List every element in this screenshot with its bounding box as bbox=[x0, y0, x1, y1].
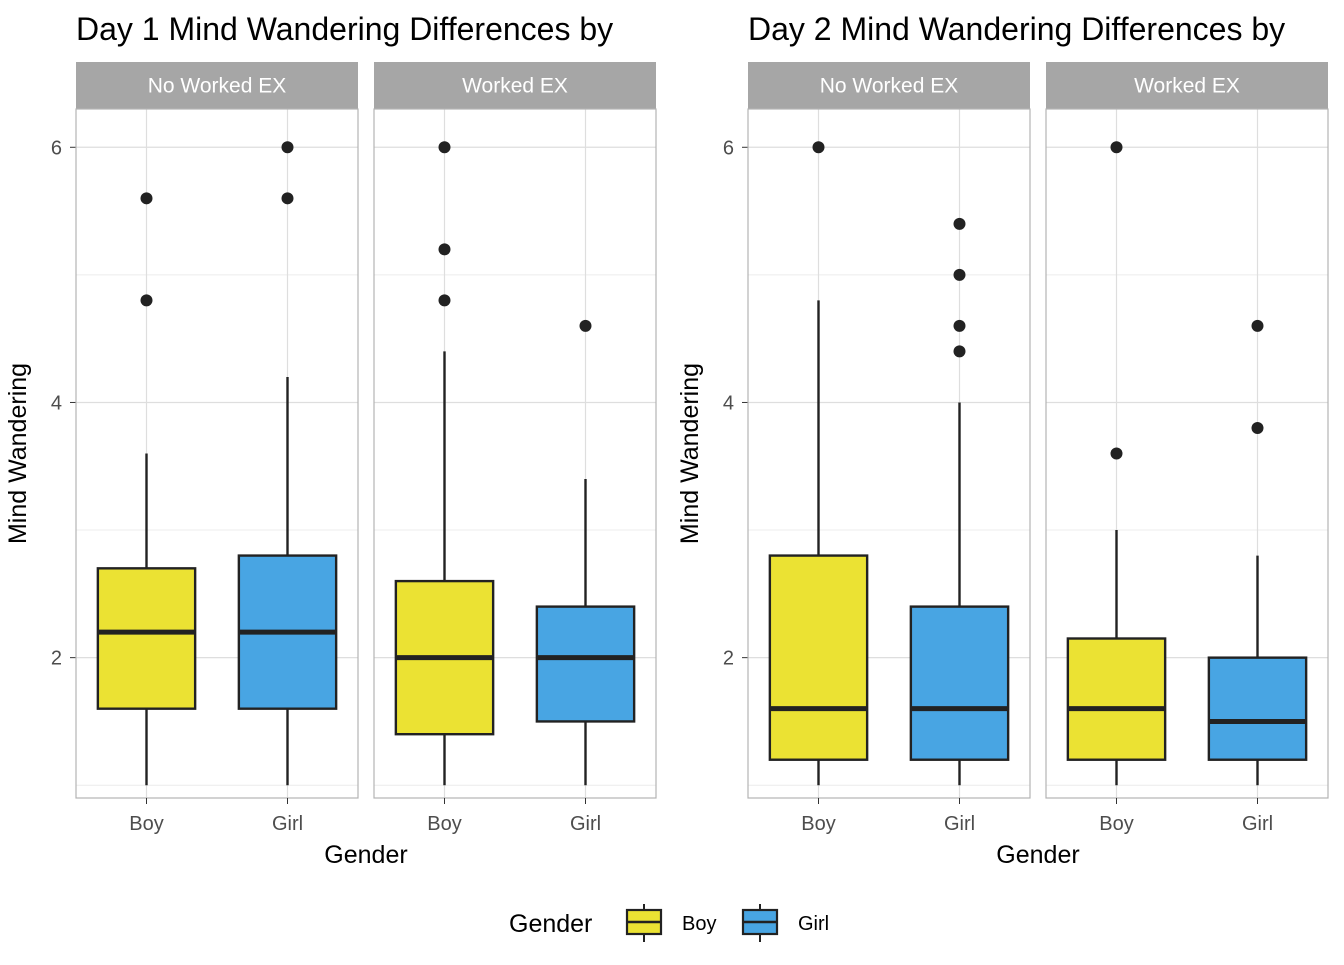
y-tick-label: 6 bbox=[723, 137, 734, 159]
box-iqr bbox=[768, 554, 869, 761]
boxplot-boy bbox=[768, 141, 869, 786]
facet-strip-label: Worked EX bbox=[462, 75, 568, 98]
x-tick-label: Girl bbox=[944, 813, 975, 835]
y-axis-title: Mind Wandering bbox=[4, 363, 32, 544]
panel-border bbox=[1045, 108, 1329, 799]
boxplot-boy bbox=[394, 141, 495, 786]
y-axis-title: Mind Wandering bbox=[676, 363, 704, 544]
x-tick-label: Boy bbox=[129, 813, 163, 835]
x-tick-label: Girl bbox=[570, 813, 601, 835]
boxplot-girl bbox=[535, 319, 636, 786]
outlier-point bbox=[953, 319, 966, 332]
boxplot-boy bbox=[96, 192, 197, 786]
chart-title: Day 2 Mind Wandering Differences by bbox=[748, 11, 1285, 47]
facet-strip-label: No Worked EX bbox=[820, 75, 959, 98]
facet-strip bbox=[1046, 62, 1328, 109]
x-tick-label: Boy bbox=[427, 813, 461, 835]
outlier-point bbox=[438, 294, 451, 307]
panel-border bbox=[373, 108, 657, 799]
legend-label: Girl bbox=[798, 913, 829, 935]
outlier-point bbox=[1251, 421, 1264, 434]
outlier-point bbox=[281, 141, 294, 154]
panel-border bbox=[747, 108, 1031, 799]
legend-item-girl: Girl bbox=[741, 904, 829, 942]
legend-label: Boy bbox=[682, 913, 716, 935]
x-tick-label: Boy bbox=[801, 813, 835, 835]
outlier-point bbox=[953, 345, 966, 358]
facet-strip bbox=[748, 62, 1030, 109]
outlier-point bbox=[812, 141, 825, 154]
y-tick-label: 2 bbox=[723, 648, 734, 670]
y-tick-label: 4 bbox=[723, 392, 734, 414]
outlier-point bbox=[438, 243, 451, 256]
box-iqr bbox=[909, 605, 1010, 761]
chart-title: Day 1 Mind Wandering Differences by bbox=[76, 11, 613, 47]
facet-strip bbox=[76, 62, 358, 109]
outlier-point bbox=[579, 319, 592, 332]
facet-strip-label: No Worked EX bbox=[148, 75, 287, 98]
box-iqr bbox=[1066, 637, 1167, 761]
boxplot-girl bbox=[237, 141, 338, 786]
outlier-point bbox=[953, 268, 966, 281]
boxplot-girl bbox=[909, 217, 1010, 786]
facet-panel: No Worked EX Boy Girl bbox=[747, 62, 1031, 835]
facet-panel: Worked EX Boy Girl bbox=[1045, 62, 1329, 835]
legend-title: Gender bbox=[509, 910, 592, 938]
outlier-point bbox=[140, 192, 153, 205]
facet-panel: No Worked EX Boy Girl bbox=[75, 62, 359, 835]
y-tick-label: 6 bbox=[51, 137, 62, 159]
x-tick-label: Boy bbox=[1099, 813, 1133, 835]
outlier-point bbox=[281, 192, 294, 205]
x-axis-title: Gender bbox=[996, 841, 1079, 869]
outlier-point bbox=[953, 217, 966, 230]
boxplot-boy bbox=[1066, 141, 1167, 786]
outlier-point bbox=[1251, 319, 1264, 332]
panel-border bbox=[75, 108, 359, 799]
x-tick-label: Girl bbox=[1242, 813, 1273, 835]
x-tick-label: Girl bbox=[272, 813, 303, 835]
y-tick-label: 4 bbox=[51, 392, 62, 414]
outlier-point bbox=[1110, 141, 1123, 154]
box-iqr bbox=[1207, 656, 1308, 761]
legend: Gender Boy Girl bbox=[509, 904, 829, 942]
boxplot-girl bbox=[1207, 319, 1308, 786]
legend-item-boy: Boy bbox=[625, 904, 716, 942]
outlier-point bbox=[140, 294, 153, 307]
facet-strip-label: Worked EX bbox=[1134, 75, 1240, 98]
box-iqr bbox=[535, 605, 636, 723]
outlier-point bbox=[1110, 447, 1123, 460]
outlier-point bbox=[438, 141, 451, 154]
facet-panel: Worked EX Boy Girl bbox=[373, 62, 657, 835]
box-iqr bbox=[96, 567, 197, 710]
facet-strip bbox=[374, 62, 656, 109]
y-tick-label: 2 bbox=[51, 648, 62, 670]
x-axis-title: Gender bbox=[324, 841, 407, 869]
